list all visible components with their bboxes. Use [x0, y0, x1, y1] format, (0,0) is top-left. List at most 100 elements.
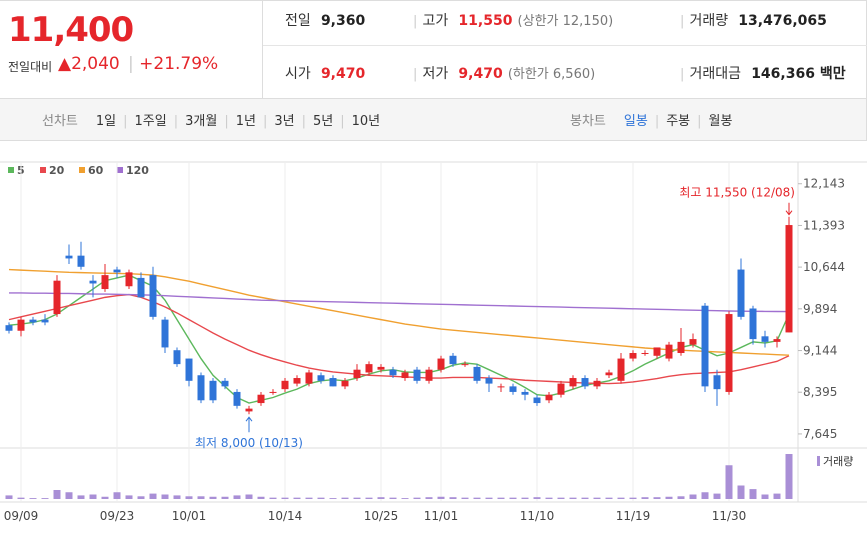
volume-bar	[425, 497, 433, 499]
change-label: 전일대비	[8, 60, 53, 74]
change-pct: | +21.79%	[128, 54, 219, 74]
volume-bar	[53, 490, 61, 499]
price: 11,400	[8, 10, 134, 50]
tab[interactable]: 1일	[95, 114, 117, 129]
x-tick-label: 10/25	[364, 509, 399, 523]
volume-bar	[497, 497, 505, 499]
legend-label: 20	[49, 164, 65, 177]
x-tick-label: 11/19	[616, 509, 651, 523]
candle-body	[101, 275, 109, 290]
volume-bar	[629, 497, 637, 499]
label: 저가	[422, 66, 449, 82]
label: 고가	[422, 13, 449, 29]
candle-body	[737, 269, 745, 317]
divider	[263, 45, 867, 46]
tab-group-label: 선차트	[42, 114, 78, 129]
volume-bar	[701, 492, 709, 499]
volume-bar	[77, 495, 85, 499]
volume-bar	[761, 494, 769, 499]
x-tick-label: 09/09	[4, 509, 39, 523]
candle-body	[761, 336, 769, 342]
divider	[262, 0, 263, 98]
volume-bar	[137, 496, 145, 499]
candle-body	[185, 358, 193, 381]
volume-bar	[17, 497, 25, 499]
label: 거래대금	[689, 66, 742, 82]
candle-body	[41, 319, 49, 323]
y-tick-label: 12,143	[803, 177, 845, 191]
volume-bar	[113, 492, 121, 499]
annotation-arrow	[245, 416, 253, 433]
volume-bar	[401, 498, 409, 499]
separator: |	[340, 114, 345, 129]
pct: +21.79%	[139, 54, 219, 74]
tab[interactable]: 3년	[274, 114, 295, 129]
candle-body	[161, 319, 169, 348]
candle-body	[557, 383, 565, 395]
tab[interactable]: 3개월	[185, 114, 218, 129]
candle-body	[605, 372, 613, 376]
volume-legend: 거래량	[823, 455, 853, 468]
candle-body	[329, 378, 337, 387]
candle-body	[485, 378, 493, 384]
candle-body	[413, 369, 421, 381]
tab[interactable]: 일봉	[623, 114, 648, 129]
volume-bar	[449, 497, 457, 499]
candle-body	[149, 275, 157, 317]
volume-bar	[785, 454, 793, 499]
candle-body	[725, 314, 733, 392]
value: 146,366 백만	[751, 66, 846, 82]
separator: |	[262, 114, 268, 129]
tab[interactable]: 1주일	[134, 114, 167, 129]
candle-body	[113, 269, 121, 273]
candle-body	[425, 369, 433, 381]
label: 전일	[285, 13, 311, 29]
candle-body	[17, 319, 25, 331]
tab[interactable]: 월봉	[708, 114, 733, 129]
volume-bar	[521, 497, 529, 499]
volume-bar	[173, 495, 181, 499]
candle-body	[173, 350, 181, 365]
candle-body	[5, 325, 13, 331]
candle-body	[701, 305, 709, 387]
info-amount: | 거래대금 146,366 백만	[680, 66, 846, 82]
volume-bar	[209, 496, 217, 499]
tab[interactable]: 5년	[312, 114, 334, 129]
candle-body	[209, 380, 217, 401]
volume-bar	[29, 498, 37, 499]
volume-bar	[65, 492, 73, 499]
volume-bar	[653, 497, 661, 499]
legend-swatch	[40, 167, 46, 173]
moving-average	[9, 292, 790, 313]
volume-bar	[437, 496, 445, 499]
info-high: | 고가 11,550 (상한가 12,150)	[413, 13, 614, 29]
volume-bar	[365, 497, 373, 499]
candle-body	[449, 355, 457, 365]
candle-body	[269, 391, 277, 393]
candle-body	[629, 353, 637, 359]
x-tick-label: 10/01	[172, 509, 207, 523]
volume-bar	[413, 497, 421, 499]
volume-bar	[389, 497, 397, 499]
volume-bar	[461, 497, 469, 499]
volume-bar	[89, 494, 97, 499]
volume-bar	[677, 496, 685, 499]
x-tick-label: 10/14	[268, 509, 303, 523]
volume-bar	[233, 495, 241, 499]
y-tick-label: 9,894	[803, 302, 837, 316]
tab[interactable]: 1년	[235, 114, 256, 129]
volume-bar	[581, 497, 589, 499]
volume-bar	[713, 493, 721, 499]
extra: (상한가 12,150)	[517, 14, 614, 29]
candle-body	[569, 378, 577, 387]
candle-body	[293, 378, 301, 384]
x-tick-label: 11/01	[424, 509, 459, 523]
candle-body	[137, 277, 145, 298]
candle-body	[221, 380, 229, 387]
volume-bar	[773, 493, 781, 499]
tab[interactable]: 주봉	[666, 114, 691, 129]
tab[interactable]: 10년	[351, 114, 381, 129]
chart: 5206012009/0909/2310/0110/1410/2511/0111…	[0, 161, 867, 523]
candle-body	[437, 358, 445, 370]
volume-bar	[41, 498, 49, 499]
